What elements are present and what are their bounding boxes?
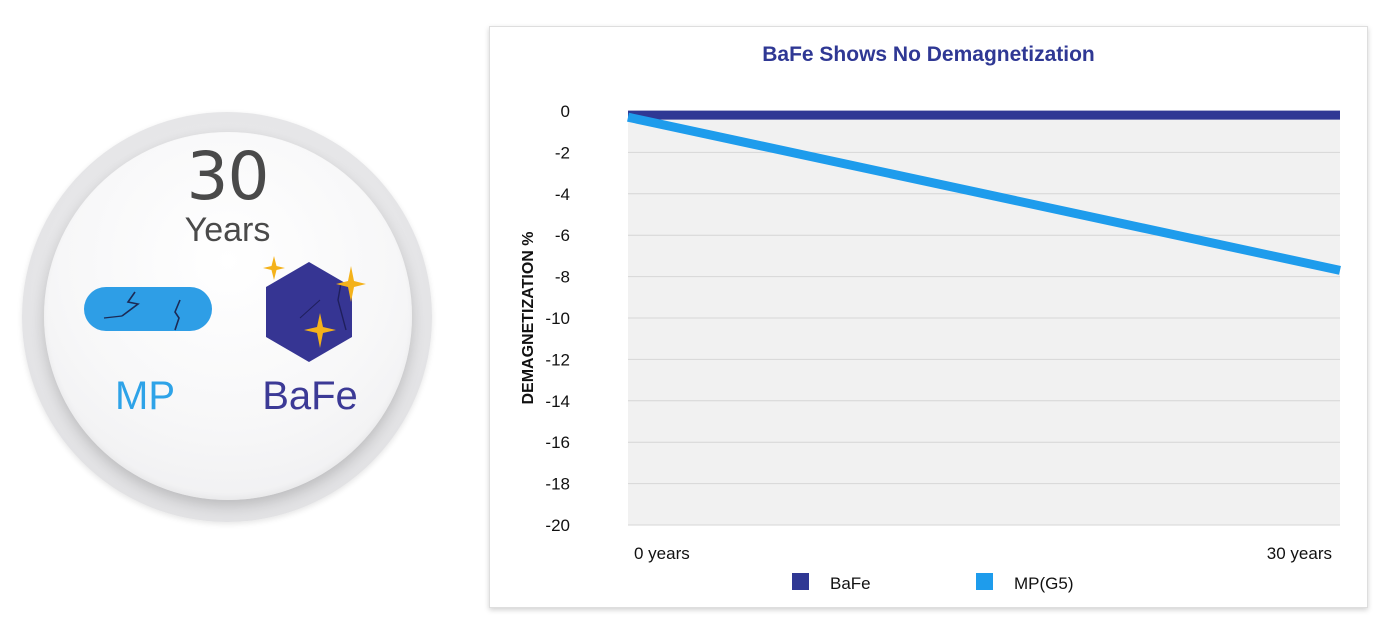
- y-tick-label: 0: [561, 102, 570, 121]
- legend-swatch: [976, 573, 993, 590]
- mp-cracked-tape-icon: [84, 287, 212, 331]
- chart-panel: BaFe Shows No Demagnetization 0 -2 -4 -6 -8 -…: [489, 26, 1368, 608]
- legend-label: BaFe: [830, 574, 871, 593]
- y-tick-label: -18: [545, 475, 570, 494]
- y-axis-label: DEMAGNETIZATION %: [520, 231, 537, 404]
- series-line-mp-g5-: [627, 112, 1341, 275]
- y-tick-label: -6: [555, 226, 570, 245]
- x-tick-label: 0 years: [634, 544, 690, 563]
- line-chart: 0 -2 -4 -6 -8 -10 -12 -14 -16 -18 -20 DEMAGNETIZATI…: [520, 102, 1341, 593]
- legend-label: MP(G5): [1014, 574, 1074, 593]
- y-tick-label: -10: [545, 309, 570, 328]
- y-tick-label: -12: [545, 350, 570, 369]
- legend-swatch: [792, 573, 809, 590]
- chart-title: BaFe Shows No Demagnetization: [762, 43, 1095, 66]
- y-tick-label: -16: [545, 433, 570, 452]
- sparkle-icon: [263, 256, 366, 348]
- y-tick-label: -20: [545, 516, 570, 535]
- badge-bafe-label: BaFe: [262, 374, 358, 418]
- y-tick-label: -8: [555, 268, 570, 287]
- y-tick-label: -14: [545, 392, 570, 411]
- y-tick-label: -4: [555, 185, 570, 204]
- x-tick-label: 30 years: [1267, 544, 1332, 563]
- badge-graphics: [84, 256, 366, 362]
- badge-mp-label: MP: [115, 374, 175, 418]
- badge-years-label: Years: [184, 211, 271, 249]
- y-tick-label: -2: [555, 143, 570, 162]
- badge-number: 30: [186, 138, 270, 215]
- bafe-hexagon-icon: [266, 262, 352, 362]
